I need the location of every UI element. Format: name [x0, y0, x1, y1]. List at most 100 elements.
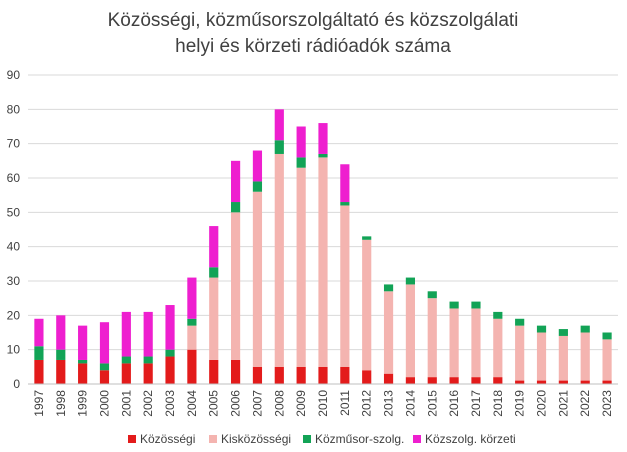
bar-segment-1997-2 [34, 346, 44, 360]
y-tick-label: 30 [7, 274, 21, 288]
bar-segment-2017-1 [471, 308, 481, 378]
bar-segment-2016-0 [449, 377, 459, 384]
bar-segment-2021-0 [558, 380, 568, 384]
bar-segment-2021-1 [558, 335, 568, 381]
bar-segment-2009-1 [296, 167, 306, 367]
bar-segment-2022-1 [580, 332, 590, 381]
bar-segment-2017-2 [471, 301, 481, 309]
bar-segment-2007-3 [252, 150, 263, 182]
x-tick-label: 2003 [163, 390, 177, 417]
bar-segment-2012-1 [362, 239, 372, 371]
y-tick-label: 20 [7, 308, 21, 322]
bar-segment-2008-3 [274, 109, 284, 141]
bar-segment-2020-2 [536, 325, 547, 333]
bar-segment-2015-2 [427, 291, 437, 299]
x-tick-label: 2013 [382, 390, 396, 417]
bar-segment-2011-1 [340, 205, 350, 367]
y-tick-label: 10 [7, 343, 21, 357]
bar-segment-2021-2 [558, 329, 568, 336]
bar-segment-2014-0 [405, 377, 415, 384]
bar-segment-1998-0 [56, 359, 66, 384]
bar-segment-2010-2 [318, 153, 328, 158]
x-tick-label: 2021 [556, 390, 570, 417]
bar-segment-2005-0 [209, 359, 219, 384]
legend-label: Közszolg. körzeti [425, 432, 516, 446]
x-tick-label: 1998 [54, 390, 68, 417]
bar-segment-2010-0 [318, 366, 328, 384]
bar-segment-1998-2 [56, 349, 66, 360]
y-tick-label: 70 [7, 137, 21, 151]
x-tick-label: 2010 [316, 390, 330, 417]
bar-segment-2000-0 [99, 370, 110, 384]
legend-swatch [303, 435, 311, 443]
bar-segment-2002-3 [143, 311, 153, 357]
bar-segment-2006-0 [231, 359, 241, 384]
bar-segment-2005-1 [209, 277, 219, 360]
bar-segment-2008-0 [274, 366, 284, 384]
bar-segment-2008-2 [274, 140, 284, 154]
x-tick-label: 2018 [491, 390, 505, 417]
bar-segment-2004-3 [187, 277, 197, 319]
x-tick-label: 2015 [425, 390, 439, 417]
bar-segment-2018-2 [493, 311, 503, 319]
bar-segment-2016-2 [449, 301, 459, 309]
bar-segment-2003-3 [165, 305, 175, 350]
bar-segment-2022-0 [580, 380, 590, 384]
y-tick-label: 90 [7, 68, 21, 82]
legend-label: Közműsor-szolg. [315, 432, 404, 446]
bar-segment-1997-0 [34, 359, 44, 384]
bar-segment-2001-0 [121, 363, 131, 384]
bar-segment-2001-3 [121, 311, 131, 357]
bar-segment-2012-2 [362, 236, 372, 240]
y-axis-ticks: 0 10 20 30 40 50 60 70 80 90 [7, 68, 21, 391]
bar-segment-2001-2 [121, 356, 131, 364]
bar-segment-2004-2 [187, 318, 197, 326]
bar-segment-2013-1 [383, 291, 394, 374]
bar-segment-2004-0 [187, 349, 197, 384]
bar-segment-2014-2 [405, 277, 415, 285]
legend-swatch [128, 435, 136, 443]
bar-segment-2020-1 [536, 332, 547, 381]
bar-segment-2002-0 [143, 363, 153, 384]
bar-segment-2012-0 [362, 370, 372, 384]
bar-segment-2006-1 [231, 212, 241, 360]
bars [34, 109, 612, 384]
x-tick-label: 2014 [403, 390, 417, 417]
bar-segment-2015-1 [427, 298, 437, 378]
bar-segment-2005-3 [209, 226, 219, 268]
bar-segment-2014-1 [405, 284, 415, 378]
x-tick-label: 2001 [119, 390, 133, 417]
bar-segment-1998-3 [56, 315, 66, 350]
bar-segment-2000-3 [99, 322, 110, 364]
bar-segment-2007-0 [252, 366, 263, 384]
bar-segment-2004-1 [187, 325, 197, 350]
y-tick-label: 50 [7, 205, 21, 219]
bar-segment-2013-2 [383, 284, 394, 292]
y-tick-label: 60 [7, 171, 21, 185]
legend-swatch [209, 435, 217, 443]
x-tick-label: 1997 [32, 390, 46, 417]
bar-segment-1999-3 [78, 325, 88, 360]
x-tick-label: 2011 [338, 390, 352, 416]
x-tick-label: 2006 [229, 390, 243, 417]
bar-segment-1999-2 [78, 359, 88, 364]
bar-segment-2016-1 [449, 308, 459, 378]
legend-label: Közösségi [140, 432, 195, 446]
y-tick-label: 40 [7, 240, 21, 254]
x-tick-label: 2005 [207, 390, 221, 417]
x-tick-label: 2012 [360, 390, 374, 417]
bar-segment-2015-0 [427, 377, 437, 384]
bar-segment-2017-0 [471, 377, 481, 384]
bar-segment-2003-0 [165, 356, 175, 384]
chart-title-line-1: Közösségi, közműsorszolgáltató és közszo… [108, 10, 519, 31]
bar-segment-2010-1 [318, 157, 328, 367]
bar-segment-2009-3 [296, 126, 306, 158]
bar-segment-2006-2 [231, 202, 241, 213]
x-tick-label: 2017 [469, 390, 483, 417]
bar-segment-2003-2 [165, 349, 175, 357]
bar-segment-2013-0 [383, 373, 394, 384]
bar-segment-2019-0 [515, 380, 525, 384]
x-tick-label: 2007 [250, 390, 264, 417]
bar-segment-2023-2 [602, 332, 612, 340]
